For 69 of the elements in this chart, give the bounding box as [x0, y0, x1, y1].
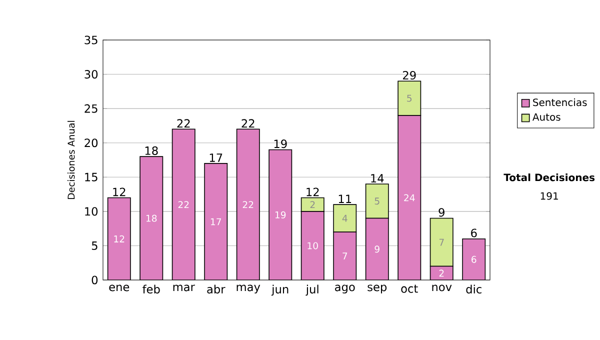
y-tick-label: 30 [84, 70, 98, 79]
bar [172, 129, 195, 280]
y-tick-label: 25 [84, 104, 98, 113]
bar [140, 156, 163, 280]
data-label: 6 [472, 256, 476, 263]
bar [366, 218, 388, 280]
bar [269, 150, 292, 280]
data-label: 7 [342, 252, 348, 260]
y-tick-label: 35 [84, 36, 98, 44]
x-tick-label: jun [271, 284, 288, 296]
x-tick-label: abr [207, 284, 226, 294]
text: 191 [540, 192, 558, 200]
total-label: 19 [274, 140, 287, 148]
y-tick-label: 20 [84, 138, 98, 148]
x-tick-label: nov [432, 284, 452, 292]
data-label: 9 [374, 246, 380, 253]
data-label: 10 [308, 242, 318, 250]
x-tick-label: feb [142, 284, 160, 294]
bar [334, 232, 356, 280]
total-label: 29 [403, 70, 416, 80]
total-label: 11 [338, 194, 352, 203]
total-label: 9 [438, 208, 444, 217]
y-tick-label: 15 [85, 172, 98, 182]
total-label: 17 [210, 154, 222, 162]
legend-label: Sentencias [533, 98, 587, 106]
x-tick-label: mar [173, 284, 195, 292]
y-axis-title: Decisiones Anual [67, 120, 75, 199]
bar [398, 115, 421, 280]
data-label: 2 [439, 270, 444, 277]
data-label: 5 [407, 94, 412, 102]
total-label: 22 [242, 119, 254, 128]
y-tick-label: 5 [92, 242, 98, 250]
total-label: 22 [177, 119, 190, 128]
bar [365, 184, 389, 219]
total-label: 6 [471, 228, 477, 238]
x-tick-label: ago [335, 284, 355, 294]
data-label: 18 [146, 214, 157, 222]
x-tick-label: dic [466, 284, 482, 294]
data-label: 22 [178, 201, 189, 208]
x-tick-label: may [236, 284, 260, 294]
bar [204, 163, 228, 280]
x-tick-label: ene [109, 284, 130, 292]
text: Total Decisiones [504, 173, 595, 182]
y-tick-label: 10 [85, 207, 98, 216]
data-label: 19 [275, 211, 286, 218]
legend-label: Autos [532, 113, 560, 121]
data-label: 17 [210, 218, 222, 226]
data-label: 7 [439, 238, 444, 246]
total-label: 18 [145, 146, 158, 155]
total-label: 14 [371, 174, 384, 182]
data-label: 24 [404, 194, 415, 202]
data-label: 2 [310, 201, 315, 208]
data-label: 22 [242, 201, 254, 208]
bar [462, 238, 486, 280]
x-tick-label: jul [306, 284, 318, 296]
y-tick-label: 0 [92, 276, 98, 284]
data-label: 4 [342, 214, 348, 222]
bar [108, 198, 130, 280]
x-tick-label: sep [368, 284, 387, 294]
total-label: 12 [306, 188, 319, 196]
data-label: 5 [374, 198, 380, 205]
total-label: 12 [113, 188, 126, 196]
bar [333, 204, 357, 232]
x-tick-label: oct [401, 284, 418, 293]
bar [430, 218, 454, 267]
data-label: 12 [114, 235, 124, 242]
bar [301, 211, 324, 280]
bar [300, 197, 324, 212]
bar [236, 129, 260, 280]
